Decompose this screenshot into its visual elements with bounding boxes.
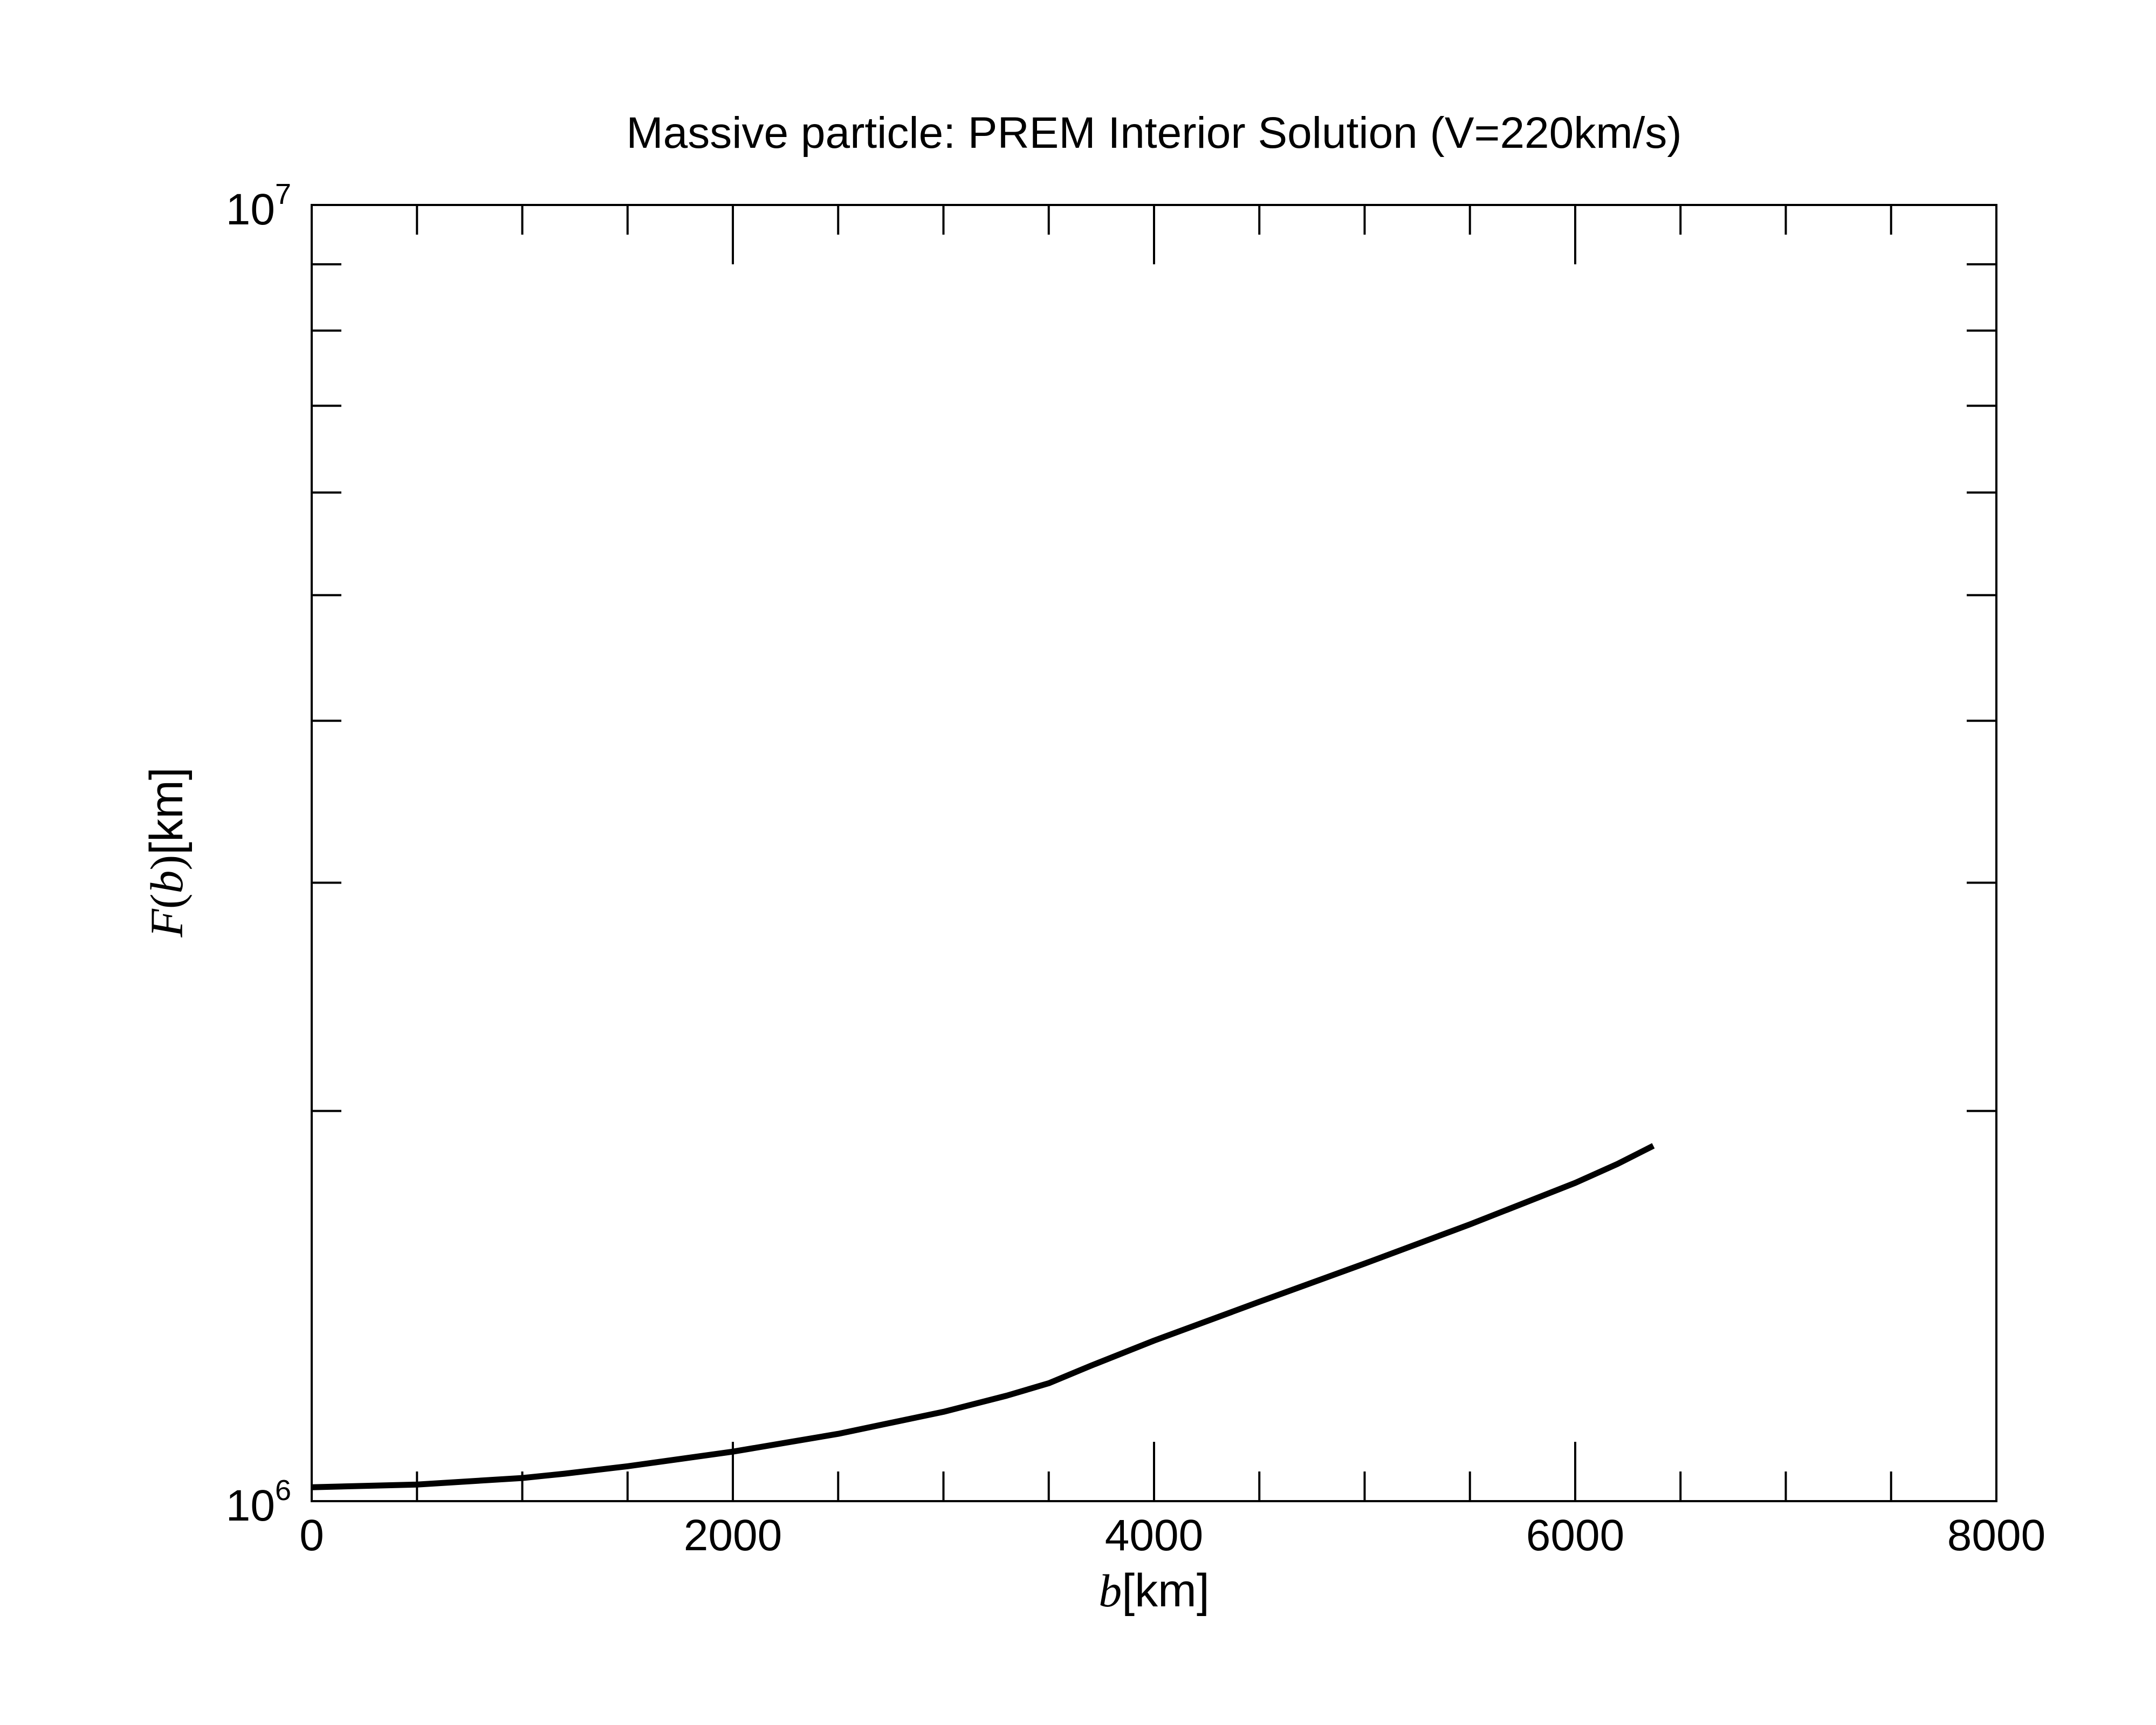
y-axis-label: F(b)[km] [141,767,193,937]
y-tick-base: 10 [226,1481,275,1530]
y-axis-open-paren: ( [141,893,193,909]
y-axis-var: b [141,870,193,893]
y-tick-exponent: 6 [275,1474,291,1507]
x-tick-labels: 0 2000 4000 6000 8000 [299,1511,2045,1560]
y-tick-label: 106 [226,1474,291,1530]
chart-title: Massive particle: PREM Interior Solution… [626,108,1681,158]
series-line [311,1143,1655,1490]
x-axis-var: b [1098,1565,1122,1617]
x-axis-unit: [km] [1122,1565,1209,1617]
y-tick-label: 107 [226,178,291,234]
x-tick-label: 0 [299,1511,324,1560]
minor-ticks [312,205,1996,1501]
x-tick-label: 4000 [1105,1511,1203,1560]
x-tick-label: 6000 [1526,1511,1624,1560]
major-ticks [311,205,1997,1501]
plot-frame [311,204,1997,1502]
x-tick-label: 2000 [684,1511,782,1560]
y-axis-unit: [km] [141,767,193,854]
y-axis-close-paren: ) [141,855,193,871]
x-tick-label: 8000 [1947,1511,2045,1560]
y-tick-exponent: 7 [275,178,291,210]
y-tick-base: 10 [226,185,275,234]
y-axis-func: F [141,908,193,938]
x-axis-label: b[km] [1098,1565,1209,1617]
